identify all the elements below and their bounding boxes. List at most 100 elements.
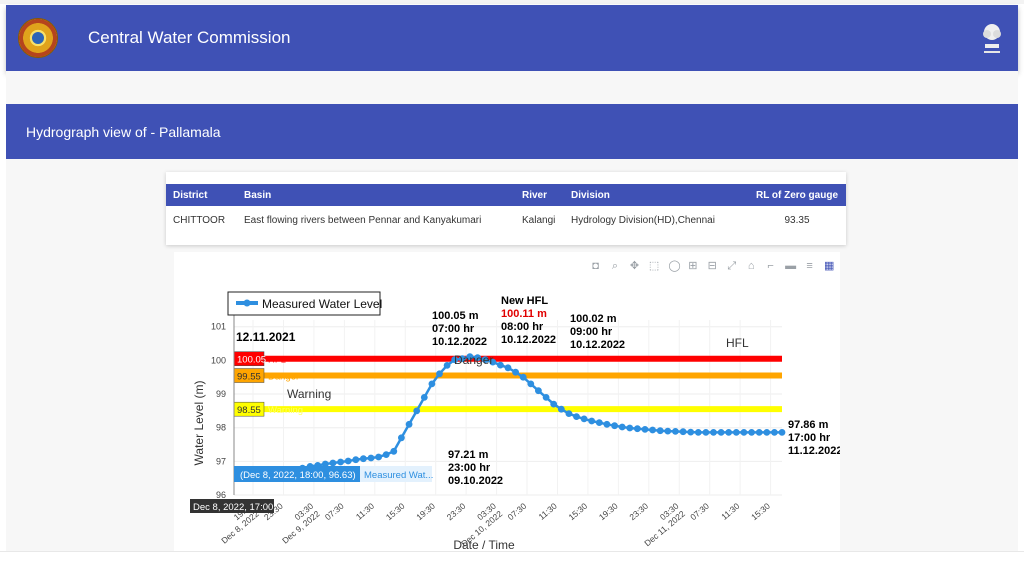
x-tick-label-line: 11:30 [719,501,741,522]
data-point [664,427,672,435]
header-division: Division [564,184,741,206]
table-row: CHITTOOR East flowing rivers between Pen… [166,206,846,234]
data-point [588,417,596,425]
ref-tag-name: HFL [268,355,286,366]
data-point [603,420,611,428]
data-point [557,405,565,413]
x-tick-label-line: 11:30 [354,501,376,522]
data-point [497,361,504,369]
top-band [0,0,1024,4]
x-tick-label-line: 19:30 [597,501,620,523]
x-tick-label-line: 23:30 [627,501,650,523]
end-line1: 97.86 m [788,419,829,431]
cell-rl-zero-gauge: 93.35 [784,214,810,226]
lasso-icon[interactable]: ◯ [668,260,681,272]
data-point [405,420,413,428]
data-point [451,356,459,364]
data-point [694,429,702,436]
cwc-logo-icon[interactable] [18,18,58,58]
x-tick-label-line: 15:30 [566,501,589,523]
data-point [413,407,421,415]
app-header: Central Water Commission [6,5,1018,71]
hover-series-label: Measured Wat... [364,470,433,481]
x-tick-label: 07:30 [323,501,346,523]
hover-closest-icon[interactable]: ▬ [785,260,797,272]
data-point [420,394,428,401]
hover-x-tag [190,499,274,513]
data-point [535,387,542,395]
hover-series-tag [360,466,432,482]
hydrograph-chart[interactable]: ◘ ⌕ ✥ ⬚ ◯ ⊞ ⊟ ⤢ ⌂ ⌐ ▬ ≡ ▦ 100.05 HFL 99.55… [174,252,842,552]
camera-icon[interactable]: ◘ [592,260,599,272]
data-point [565,410,573,417]
ref-tag-value: 99.55 [237,372,261,383]
data-point [748,429,755,436]
hfl-line-label: HFL [726,336,749,350]
new-hfl-line1: New HFL [501,295,548,307]
data-point [458,355,466,363]
x-tick-label-line: 15:30 [384,501,407,523]
data-point [672,428,679,435]
data-point [771,429,778,436]
cell-division: Hydrology Division(HD),Chennai [571,214,715,226]
right-peak-line3: 10.12.2022 [570,339,625,351]
cell-district: CHITTOOR [173,214,226,226]
data-point [626,424,634,432]
x-tick-label: 15:30 [749,501,772,523]
zoom-out-icon[interactable]: ⊟ [707,260,717,272]
data-point [337,458,344,466]
low-line1: 97.21 m [448,449,489,461]
data-point [512,368,519,376]
spike-lines-icon[interactable]: ⌐ [767,260,774,272]
data-point [710,429,717,436]
plotly-logo-icon[interactable]: ▦ [824,260,835,272]
x-tick-label: 11:30 [354,501,376,522]
ref-tag-name: Danger [268,372,299,383]
x-tick-label-line: 07:30 [323,501,346,523]
data-point [329,459,337,467]
y-tick-label: 97 [216,456,226,466]
danger-line-label: Danger [454,353,493,367]
data-point [763,429,771,436]
end-line2: 17:00 hr [788,432,831,444]
hover-compare-icon[interactable]: ≡ [806,260,813,272]
page-header: Hydrograph view of - Pallamala [6,104,1018,159]
cell-basin: East flowing rivers between Pennar and K… [244,214,482,226]
data-point [656,427,664,435]
legend-label: Measured Water Level [262,297,382,311]
data-point [618,423,626,431]
y-tick-label: 98 [216,423,226,433]
x-tick-label-line: 19:30 [414,501,437,523]
box-select-icon[interactable]: ⬚ [648,260,660,272]
data-point [436,370,443,378]
station-info-table: District Basin River Division RL of Zero… [166,184,846,234]
x-tick-label: 15:30 [384,501,407,523]
autoscale-icon[interactable]: ⤢ [727,260,737,272]
data-point [375,453,382,461]
y-tick-label: 100 [211,355,226,365]
data-point [740,429,748,436]
x-tick-label: 19:30 [597,501,620,523]
zoom-in-icon[interactable]: ⊞ [688,260,698,272]
station-info-card: District Basin River Division RL of Zero… [166,172,846,245]
data-point [732,429,740,436]
x-axis-title: Date / Time [453,538,515,551]
header-rl-zero-gauge: RL of Zero gauge [741,184,846,206]
zoom-icon[interactable]: ⌕ [611,260,619,272]
bottom-band [0,551,1024,577]
pan-icon[interactable]: ✥ [629,260,640,272]
data-point [344,457,352,465]
y-tick-label: 99 [216,389,226,399]
cell-river: Kalangi [522,214,556,226]
x-tick-label: 19:30 [414,501,437,523]
x-tick-label: 07:30 [506,501,529,523]
low-line2: 23:00 hr [448,462,491,474]
data-point [550,400,558,408]
data-point [519,373,527,381]
reset-axes-icon[interactable]: ⌂ [747,260,755,272]
x-tick-label: 15:30 [566,501,589,523]
left-peak-line3: 10.12.2022 [432,336,487,348]
data-point [321,460,329,468]
new-hfl-line3: 08:00 hr [501,321,544,333]
